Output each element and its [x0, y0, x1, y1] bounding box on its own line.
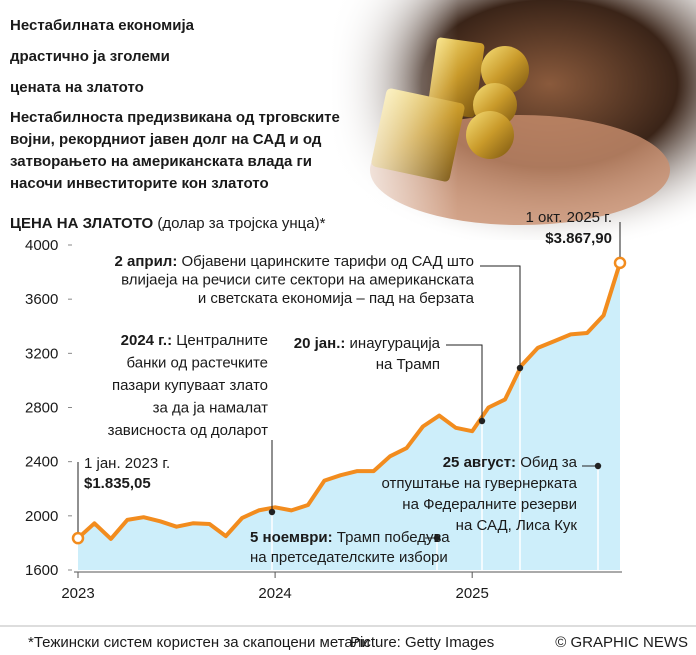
y-tick-label: 4000: [25, 237, 58, 254]
annotation: на претседателските избори: [250, 549, 448, 566]
date-label: 1 окт. 2025 г.: [526, 209, 612, 226]
event-dot: [478, 417, 486, 425]
x-tick-label: 2023: [61, 585, 94, 602]
subtitle: војни, рекордниот јавен долг на САД и од: [10, 131, 322, 148]
annotation-text: инаугурација: [345, 335, 440, 352]
annotation: на САД, Лиса Кук: [456, 517, 578, 534]
title: Нестабилната економија: [10, 17, 195, 34]
annotation-text: на САД, Лиса Кук: [456, 517, 578, 534]
value-label: $3.867,90: [545, 230, 612, 247]
annotation: 25 август: Обид за: [443, 454, 578, 471]
annotation: отпуштање на гувернерката: [382, 475, 578, 492]
y-tick-label: 2000: [25, 508, 58, 525]
y-tick-label: 3200: [25, 345, 58, 362]
event-dot: [268, 508, 276, 516]
axis-title-rest: (долар за тројска унца)*: [153, 215, 325, 232]
annotation-text: зависноста од доларот: [108, 422, 269, 439]
annotation-text: на претседателските избори: [250, 549, 448, 566]
axis-title: ЦЕНА НА ЗЛАТОТО (долар за тројска унца)*: [10, 215, 326, 232]
subtitle: насочи инвеститорите кон златото: [10, 175, 269, 192]
annotation-bold: 2024 г.:: [121, 332, 172, 349]
y-tick-label: 2800: [25, 400, 58, 417]
footnote: *Тежински систем користен за скапоцени м…: [28, 634, 370, 651]
annotation: на Федералните резерви: [402, 496, 577, 513]
end-point: [613, 256, 627, 270]
credit: Picture: Getty Images: [350, 634, 494, 651]
end-point: [71, 531, 85, 545]
annotation: 2 април: Објавени царинските тарифи од С…: [115, 253, 475, 270]
annotation-text: на Трамп: [376, 356, 440, 373]
area: [78, 262, 620, 570]
annotation: банки од растечките: [127, 355, 268, 372]
value-label: $1.835,05: [84, 475, 151, 492]
annotation-bold: 2 април:: [115, 253, 178, 270]
annotation-bold: 20 јан.:: [294, 335, 346, 352]
date-label: 1 јан. 2023 г.: [84, 455, 170, 472]
leader: [480, 265, 521, 368]
annotation-text: за да ја намалат: [153, 400, 269, 417]
event-dot: [516, 364, 524, 372]
annotation: 5 ноември: Трамп победува: [250, 529, 450, 546]
x-tick-label: 2024: [258, 585, 291, 602]
annotation-text: пазари купуваат злато: [112, 377, 268, 394]
annotation: зависноста од доларот: [108, 422, 269, 439]
annotation-text: влијаеја на речиси сите сектори на амери…: [121, 272, 475, 289]
title: драстично ја зголеми: [10, 48, 170, 65]
axis-title-bold: ЦЕНА НА ЗЛАТОТО: [10, 215, 154, 232]
y-tick-label: 2400: [25, 454, 58, 471]
annotation-text: Објавени царинските тарифи од САД што: [177, 253, 474, 270]
x-tick-label: 2025: [455, 585, 488, 602]
annotation-text: Трамп победува: [333, 529, 451, 546]
annotation-text: Обид за: [516, 454, 578, 471]
annotation-bold: 25 август:: [443, 454, 516, 471]
event-dot: [433, 534, 441, 542]
price-line: [76, 262, 622, 541]
annotation-text: и светската економија – пад на берзата: [198, 290, 475, 307]
annotation-text: на Федералните резерви: [402, 496, 577, 513]
annotation-text: банки од растечките: [127, 355, 268, 372]
annotation: за да ја намалат: [153, 400, 269, 417]
annotation: на Трамп: [376, 356, 440, 373]
source: © GRAPHIC NEWS: [555, 634, 688, 651]
y-tick-label: 1600: [25, 562, 58, 579]
annotation: и светската економија – пад на берзата: [198, 290, 475, 307]
title: цената на златото: [10, 79, 144, 96]
y-tick-label: 3600: [25, 291, 58, 308]
annotation: 20 јан.: инаугурација: [294, 335, 441, 352]
annotation-text: Централните: [172, 332, 268, 349]
leader: [446, 344, 483, 421]
event-dot: [594, 462, 602, 470]
photo: [330, 0, 696, 240]
annotation: пазари купуваат злато: [112, 377, 268, 394]
annotation: влијаеја на речиси сите сектори на амери…: [121, 272, 475, 289]
subtitle: Нестабилноста предизвикана од трговските: [10, 109, 340, 126]
subtitle: затворањето на американската влада ги: [10, 153, 312, 170]
annotation: 2024 г.: Централните: [121, 332, 268, 349]
annotation-text: отпуштање на гувернерката: [382, 475, 578, 492]
annotation-bold: 5 ноември:: [250, 529, 333, 546]
